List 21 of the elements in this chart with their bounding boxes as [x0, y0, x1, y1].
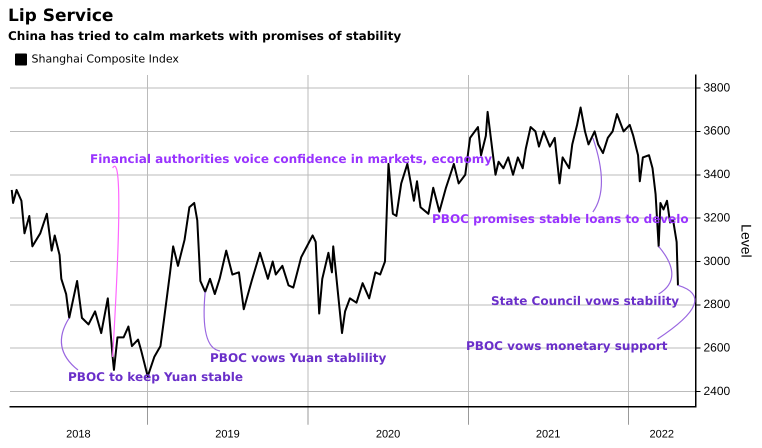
x-tick-label: 2020 [376, 428, 400, 440]
annotation: State Council vows stability [491, 294, 680, 308]
y-tick-label: 3600 [704, 124, 731, 138]
x-tick-label: 2018 [66, 428, 91, 440]
legend-label: Shanghai Composite Index [32, 52, 180, 66]
chart-subtitle: China has tried to calm markets with promises of stability [8, 29, 402, 43]
annotation: PBOC to keep Yuan stable [68, 370, 243, 384]
y-tick-label: 2400 [704, 384, 731, 398]
y-tick-label: 3800 [704, 80, 731, 94]
annotation: PBOC vows monetary support [466, 339, 668, 354]
x-tick-label: 2019 [215, 428, 240, 440]
x-tick-label: 2022 [649, 428, 674, 440]
annotation: PBOC vows Yuan stablility [210, 351, 387, 366]
y-tick-label: 3000 [704, 254, 731, 268]
y-axis-title: Level [738, 224, 755, 258]
y-tick-label: 2600 [704, 340, 731, 355]
chart-title: Lip Service [8, 6, 114, 26]
x-tick-label: 2021 [536, 428, 560, 440]
y-tick-label: 2800 [704, 297, 731, 312]
y-tick-label: 3200 [704, 210, 731, 224]
y-tick-label: 3400 [704, 167, 731, 182]
